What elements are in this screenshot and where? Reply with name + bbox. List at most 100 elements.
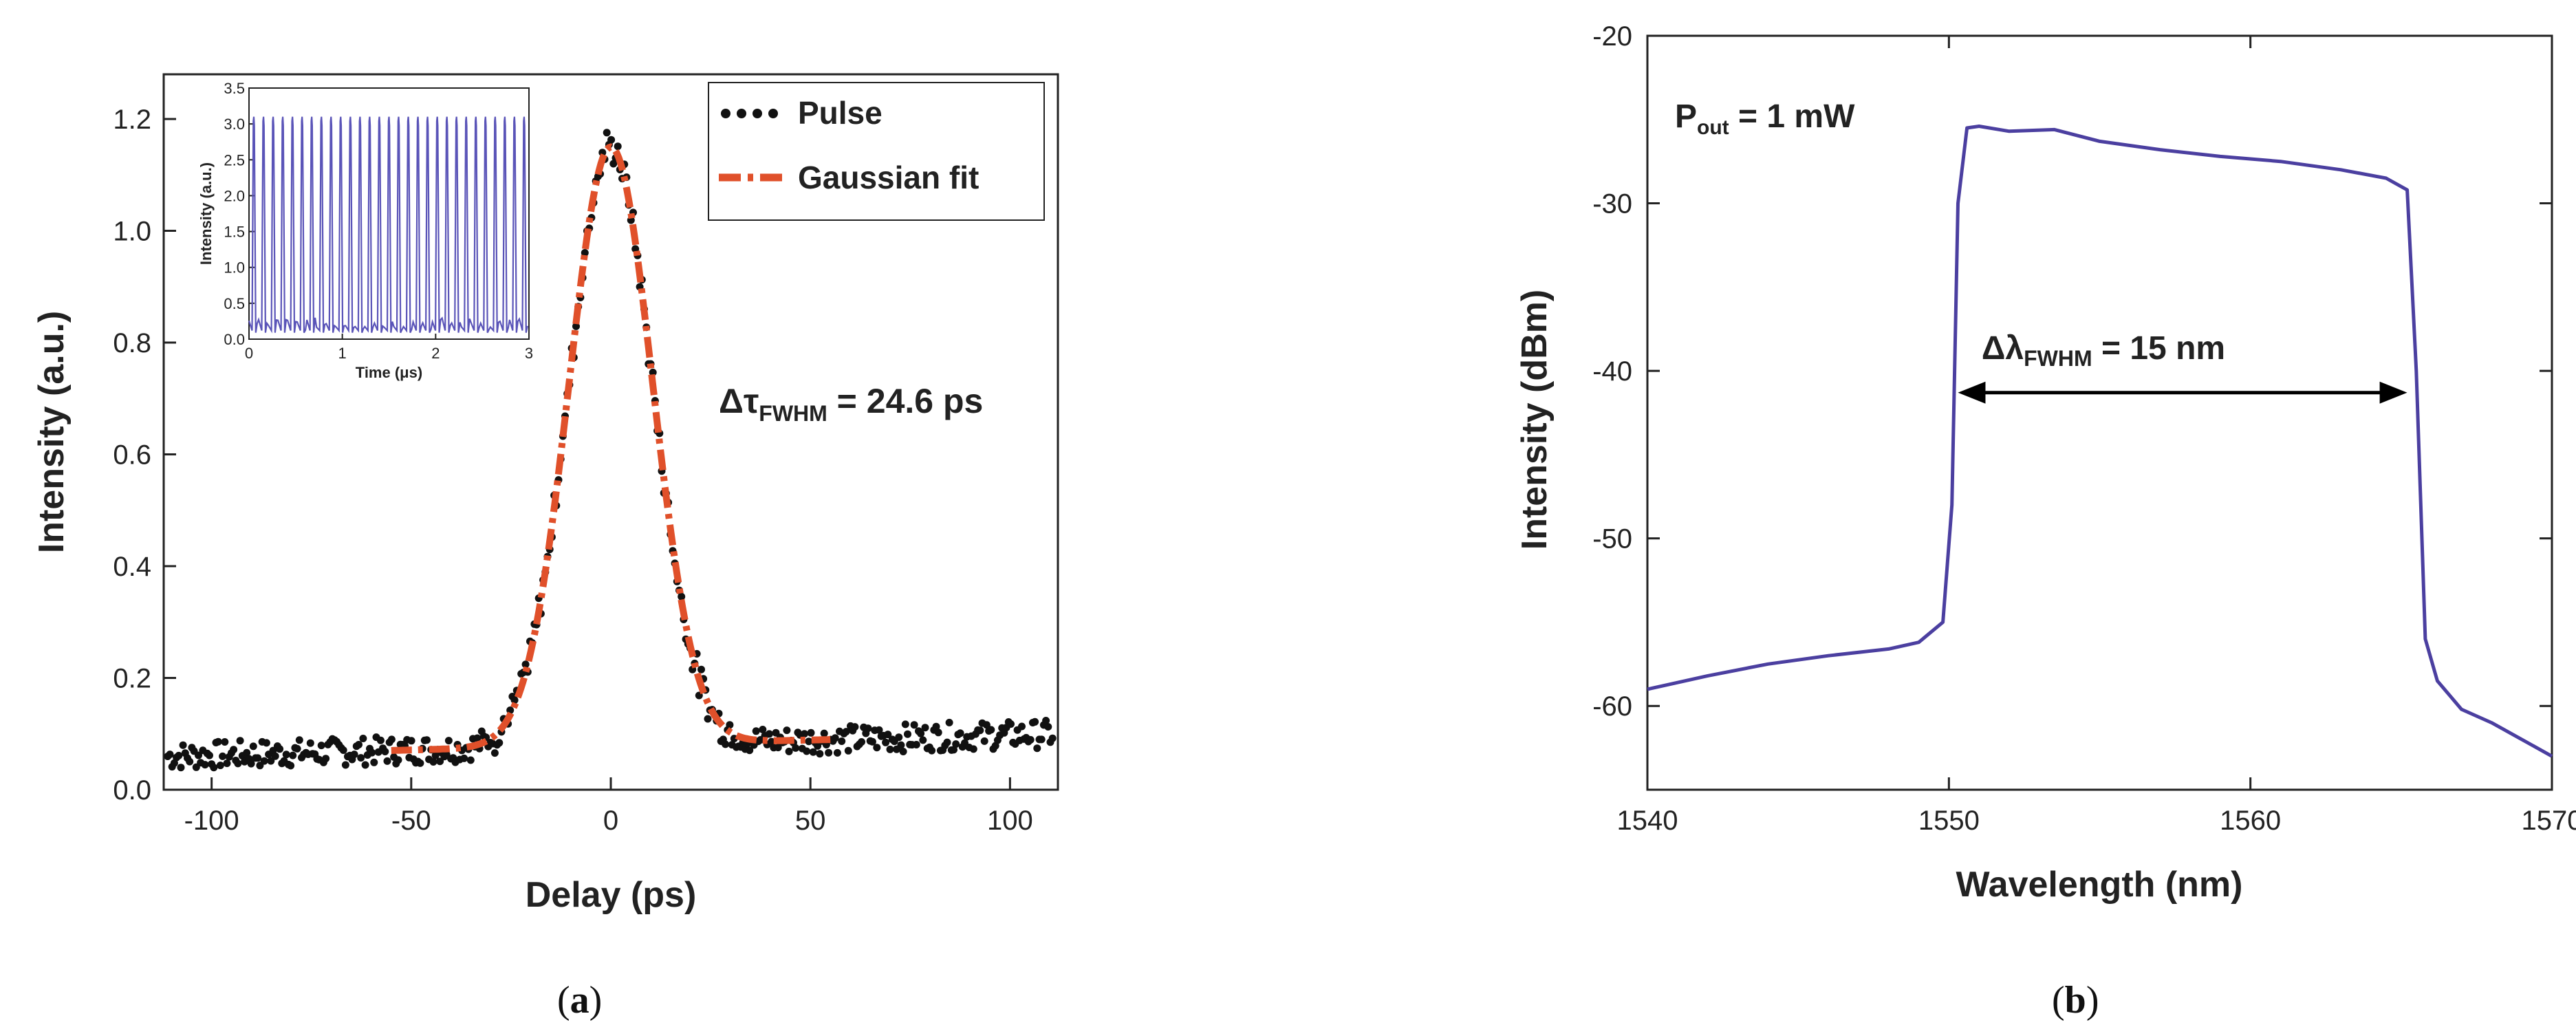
pulse-point	[383, 757, 391, 765]
panel-a-data	[164, 129, 1057, 772]
pulse-point	[759, 726, 767, 733]
pulse-point	[945, 718, 953, 726]
pulse-point	[1007, 720, 1015, 728]
pulse-point	[768, 737, 776, 746]
pulse-point	[490, 749, 499, 757]
pulse-point	[236, 737, 244, 745]
spectrum-line	[1647, 125, 2553, 758]
pulse-point	[901, 720, 909, 729]
pulse-point	[980, 737, 988, 745]
pulse-point	[466, 756, 475, 764]
y-tick-label: 1.2	[113, 105, 151, 135]
fwhm-arrow-head-right	[2379, 381, 2407, 404]
pulse-point	[206, 751, 213, 759]
pulse-point	[884, 731, 892, 739]
caption-a-open: (	[557, 979, 570, 1022]
inset-y-axis-label: Intensity (a.u.)	[197, 162, 215, 265]
pulse-point	[429, 758, 437, 766]
pulse-point	[919, 736, 927, 744]
pulse-point	[1031, 717, 1039, 726]
pulse-point	[809, 748, 817, 756]
panel-a-ticks: -100 -50 0 50 100 0.0 0.2 0.4 0.6 0.8 1.0 1.2	[113, 105, 1032, 836]
caption-a: (a)	[557, 979, 602, 1022]
pulse-point	[359, 735, 367, 742]
pulse-point	[431, 751, 440, 759]
pulse-point	[289, 751, 297, 759]
caption-b: (b)	[2052, 979, 2099, 1022]
y-tick-label: 1.0	[113, 217, 151, 247]
pulse-point	[495, 739, 504, 747]
pulse-point	[368, 748, 376, 757]
pulse-point	[932, 722, 940, 731]
pulse-point	[210, 764, 218, 772]
fwhm-annotation-b-sub: FWHM	[2024, 346, 2092, 371]
pulse-point	[803, 747, 811, 755]
pulse-point	[752, 727, 760, 735]
y-tick-label: 0.4	[113, 552, 151, 582]
x-tick-label: 1560	[2220, 806, 2281, 836]
pulse-point	[521, 660, 530, 669]
gaussian-fit-line	[391, 143, 831, 754]
legend: Pulse Gaussian fit	[708, 82, 1045, 221]
pulse-point	[177, 764, 185, 772]
pulse-point	[921, 724, 929, 732]
pulse-point	[214, 737, 222, 746]
pulse-point	[928, 746, 936, 755]
pulse-point	[838, 737, 846, 745]
fwhm-annotation-a-value: = 24.6 ps	[827, 382, 984, 420]
pulse-point	[267, 757, 275, 765]
pulse-point	[917, 729, 925, 737]
pulse-point	[341, 761, 349, 769]
y-tick-label: 3.0	[224, 116, 245, 133]
pulse-point	[614, 142, 622, 151]
pulse-point	[243, 748, 251, 757]
inset-ticks: 0 1 2 3 0.0 0.5 1.0 1.5 2.0 2.5 3.0 3.5 Intensity (a…	[197, 80, 533, 381]
pulse-point	[831, 734, 839, 742]
y-tick-label: 1.0	[224, 259, 245, 277]
pulse-point	[805, 737, 813, 746]
pulse-point	[355, 741, 362, 748]
pulse-point	[230, 746, 238, 754]
pulse-point	[598, 149, 607, 157]
pulse-point	[969, 745, 977, 753]
pulse-point	[904, 730, 911, 738]
pulse-point	[186, 757, 194, 766]
pulse-point	[792, 744, 800, 752]
pulse-point	[816, 750, 824, 758]
pulse-point	[201, 761, 209, 769]
pulse-point	[886, 745, 894, 753]
legend-label-fit: Gaussian fit	[798, 160, 979, 195]
pulse-point	[807, 729, 815, 737]
pulse-point	[912, 741, 920, 748]
pulse-point	[1033, 744, 1041, 753]
inset-chart: 0 1 2 3 0.0 0.5 1.0 1.5 2.0 2.5 3.0 3.5 Intensity (a…	[197, 80, 533, 381]
pulse-point	[473, 734, 481, 742]
pulse-point	[234, 759, 242, 768]
pulse-point	[249, 742, 257, 751]
pulse-point	[1026, 735, 1035, 744]
pulse-point	[858, 738, 865, 746]
y-tick-label: 3.5	[224, 80, 245, 97]
pulse-point	[339, 746, 347, 754]
y-tick-label: 1.5	[224, 224, 245, 241]
pulse-point	[976, 726, 984, 735]
y-tick-label: 0.0	[224, 331, 245, 348]
pulse-point	[295, 736, 303, 744]
x-tick-label: 1	[338, 345, 347, 362]
pulse-point	[394, 756, 402, 764]
pulse-point	[833, 748, 841, 757]
pulse-point	[271, 752, 279, 760]
pulse-point	[195, 751, 202, 759]
pout-annotation-prefix: P	[1675, 98, 1697, 135]
pulse-point	[765, 730, 773, 738]
pulse-point	[943, 738, 951, 746]
y-tick-label: 0.0	[113, 775, 151, 806]
y-tick-label: 2.0	[224, 187, 245, 204]
pulse-point	[956, 729, 964, 737]
pulse-point	[387, 735, 396, 744]
pulse-point	[223, 759, 231, 768]
x-tick-label: -100	[184, 806, 239, 836]
pulse-point	[260, 757, 268, 765]
